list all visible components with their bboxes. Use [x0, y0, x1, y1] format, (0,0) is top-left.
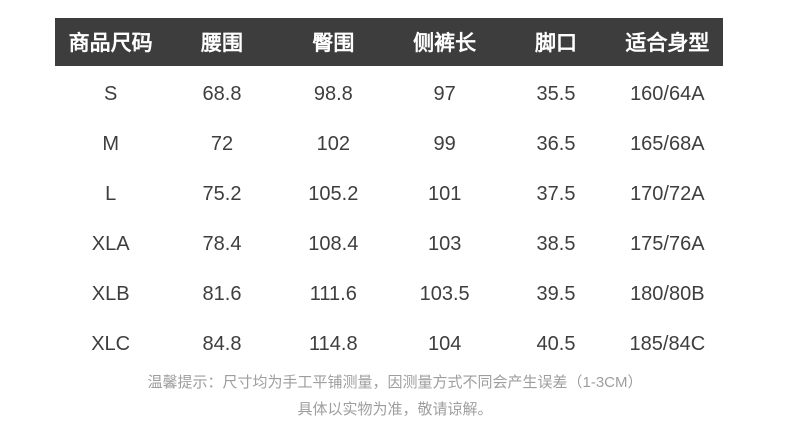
size-label: M	[102, 132, 119, 155]
measurement-value: 78.4	[202, 232, 242, 255]
measurement-value: 175/76A	[630, 232, 705, 255]
measurement-value: 35.5	[536, 82, 576, 105]
measurement-value: 180/80B	[630, 282, 705, 305]
measurement-value: 68.8	[202, 82, 242, 105]
measurement-value: 38.5	[536, 232, 576, 255]
measurement-value: 102	[316, 132, 351, 155]
column-header: 臀围	[312, 32, 355, 55]
table-row: L 75.2 105.2 101 37.5 170/72A	[55, 169, 723, 219]
table-row: M 72 102 99 36.5 165/68A	[55, 119, 723, 169]
measurement-value: 108.4	[308, 232, 359, 255]
table-row: XLC 84.8 114.8 104 40.5 185/84C	[55, 319, 723, 369]
table-header-row: 商品尺码 腰围 臀围 侧裤长 脚口 适合身型	[55, 18, 723, 66]
measurement-value: 101	[427, 182, 462, 205]
measurement-value: 111.6	[309, 282, 357, 305]
measurement-value: 170/72A	[630, 182, 705, 205]
measurement-value: 103	[427, 232, 462, 255]
table-body: S 68.8 98.8 97 35.5 160/64A M 72 102 99 36.5 165/68…	[55, 69, 723, 369]
measurement-value: 40.5	[536, 332, 576, 355]
table-row: S 68.8 98.8 97 35.5 160/64A	[55, 69, 723, 119]
measurement-value: 160/64A	[630, 82, 705, 105]
size-label: XLC	[91, 332, 131, 355]
column-header: 腰围	[200, 32, 243, 55]
disclaimer-line-1: 温馨提示：尺寸均为手工平铺测量，因测量方式不同会产生误差（1-3CM）	[147, 374, 643, 391]
column-header: 适合身型	[625, 32, 710, 55]
table-row: XLB 81.6 111.6 103.5 39.5 180/80B	[55, 269, 723, 319]
measurement-value: 97	[433, 82, 456, 105]
size-label: L	[105, 182, 117, 205]
size-label: XLB	[91, 282, 130, 305]
measurement-value: 165/68A	[630, 132, 705, 155]
measurement-value: 114.8	[309, 332, 358, 355]
table-row: XLA 78.4 108.4 103 38.5 175/76A	[55, 219, 723, 269]
size-chart-table: 商品尺码 腰围 臀围 侧裤长 脚口 适合身型 S 68.8 98.8 97 35.5 160/64A…	[55, 18, 723, 369]
measurement-value: 104	[427, 332, 462, 355]
measurement-value: 37.5	[536, 182, 576, 205]
measurement-value: 185/84C	[629, 332, 706, 355]
measurement-value: 99	[433, 132, 456, 155]
measurement-value: 81.6	[202, 282, 242, 305]
measurement-value: 98.8	[313, 82, 353, 105]
size-label: S	[103, 82, 118, 105]
disclaimer-line-2: 具体以实物为准，敬请谅解。	[297, 401, 493, 418]
measurement-value: 36.5	[536, 132, 576, 155]
column-header: 商品尺码	[68, 32, 153, 55]
measurement-value: 72	[210, 132, 234, 155]
measurement-value: 84.8	[202, 332, 242, 355]
measurement-value: 103.5	[419, 282, 470, 305]
measurement-value: 75.2	[202, 182, 242, 205]
column-header: 侧裤长	[413, 32, 477, 55]
measurement-value: 105.2	[308, 182, 359, 205]
measurement-value: 39.5	[536, 282, 576, 305]
size-label: XLA	[91, 232, 130, 255]
column-header: 脚口	[534, 32, 577, 55]
measurement-disclaimer: 温馨提示：尺寸均为手工平铺测量，因测量方式不同会产生误差（1-3CM） 具体以实…	[0, 369, 790, 423]
